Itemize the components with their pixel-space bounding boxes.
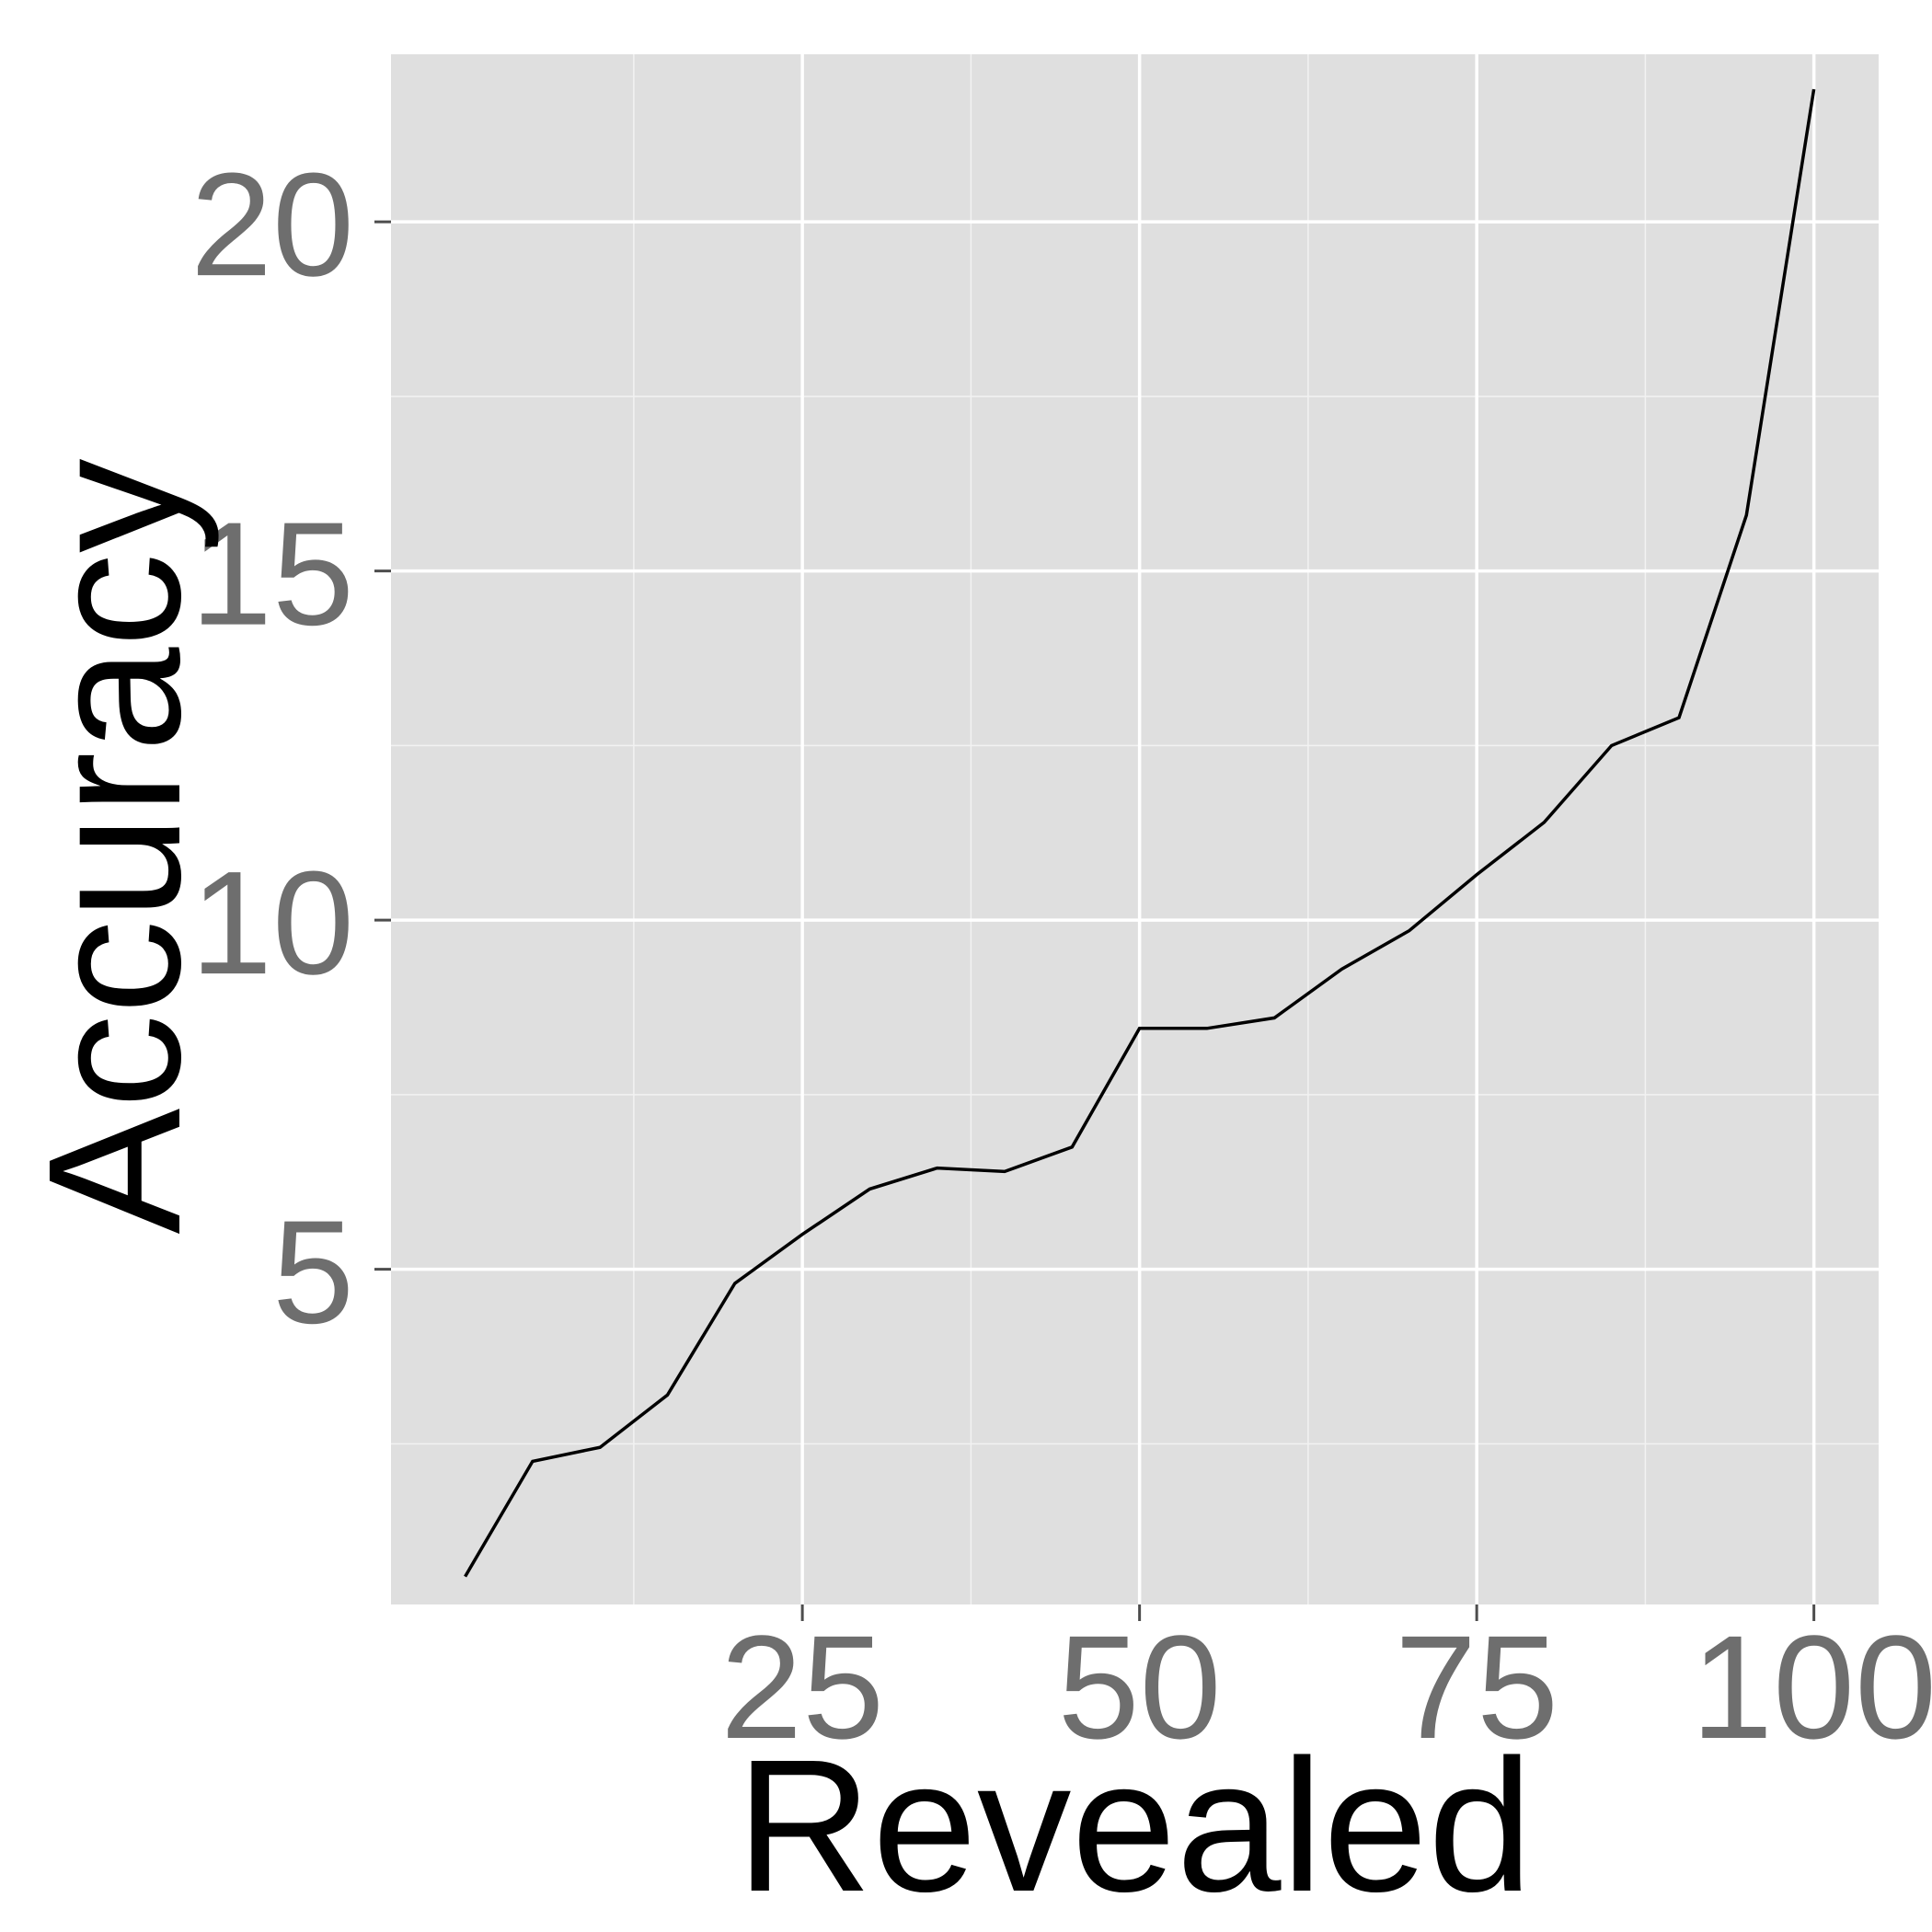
major-gridlines [391, 54, 1879, 1604]
x-tick-label: 50 [1058, 1604, 1222, 1769]
y-tick-label: 15 [190, 491, 354, 656]
series-layer [464, 88, 1816, 1578]
y-tick-label: 10 [190, 840, 354, 1005]
series-line [464, 88, 1816, 1578]
y-axis: 5 10 15 20 [190, 142, 391, 1354]
plot-background [391, 54, 1879, 1604]
x-tick-label: 100 [1691, 1604, 1932, 1769]
x-tick-label: 25 [720, 1604, 884, 1769]
minor-gridlines [391, 54, 1879, 1604]
x-axis: 25 50 75 100 [720, 1604, 1932, 1769]
y-tick-label: 20 [190, 142, 354, 306]
y-axis-title: Accuracy [9, 458, 220, 1235]
y-tick-label: 5 [272, 1190, 354, 1354]
x-axis-title: Revealed [736, 1720, 1533, 1931]
x-tick-label: 75 [1395, 1604, 1558, 1769]
